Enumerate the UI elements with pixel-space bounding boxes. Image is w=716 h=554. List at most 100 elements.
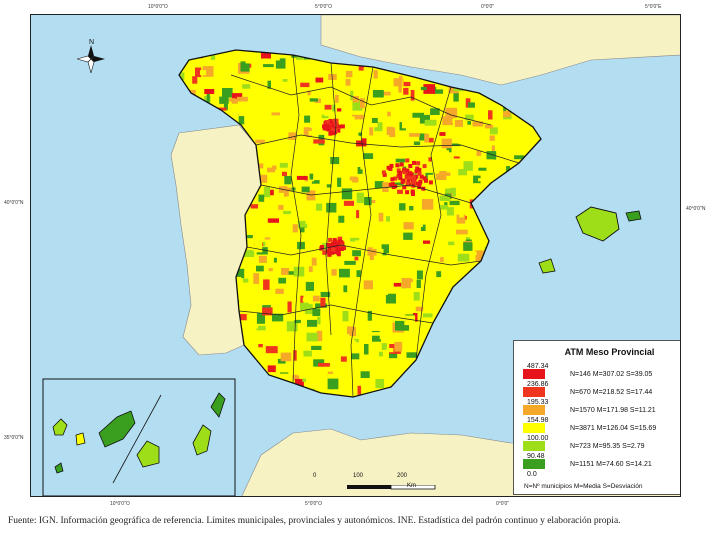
municipality-patch: [508, 310, 516, 321]
municipality-patch: [360, 159, 368, 170]
municipality-patch: [417, 171, 422, 176]
municipality-patch: [442, 346, 447, 351]
municipality-patch: [311, 180, 320, 184]
municipality-patch: [405, 158, 410, 163]
municipality-patch: [357, 246, 362, 252]
municipality-patch: [405, 190, 410, 195]
municipality-patch: [182, 125, 195, 129]
municipality-patch: [493, 315, 502, 326]
municipality-patch: [539, 235, 541, 245]
municipality-patch: [484, 124, 493, 129]
municipality-patch: [429, 337, 438, 347]
municipality-patch: [402, 185, 407, 190]
municipality-patch: [351, 114, 364, 120]
municipality-patch: [364, 344, 369, 355]
municipality-patch: [547, 300, 556, 306]
municipality-patch: [416, 270, 423, 280]
municipality-patch: [475, 383, 482, 394]
legend: ATM Meso Provincial 487.34 N=146 M=307.0…: [513, 340, 680, 495]
municipality-patch: [321, 114, 329, 119]
municipality-patch: [327, 251, 332, 256]
municipality-patch: [340, 124, 345, 129]
municipality-patch: [444, 340, 449, 344]
municipality-patch: [516, 238, 527, 244]
municipality-patch: [428, 379, 433, 389]
municipality-patch: [547, 282, 551, 290]
municipality-patch: [233, 276, 242, 285]
municipality-patch: [419, 174, 424, 179]
municipality-patch: [258, 205, 264, 213]
municipality-patch: [443, 343, 447, 348]
municipality-patch: [374, 395, 379, 397]
municipality-patch: [363, 67, 370, 71]
municipality-patch: [366, 121, 378, 128]
municipality-patch: [377, 244, 389, 254]
municipality-patch: [334, 245, 339, 250]
municipality-patch: [498, 383, 504, 393]
municipality-patch: [368, 225, 378, 233]
municipality-patch: [301, 253, 308, 264]
municipality-patch: [360, 371, 370, 378]
municipality-patch: [394, 197, 399, 207]
municipality-patch: [227, 361, 232, 369]
municipality-patch: [230, 360, 242, 369]
municipality-patch: [530, 335, 538, 340]
municipality-patch: [277, 294, 290, 305]
municipality-patch: [449, 351, 454, 356]
municipality-patch: [494, 365, 505, 375]
municipality-patch: [327, 373, 335, 381]
municipality-patch: [317, 371, 327, 382]
municipality-patch: [350, 237, 360, 242]
municipality-patch: [512, 267, 521, 279]
municipality-patch: [427, 174, 436, 185]
north-label: N: [89, 39, 95, 46]
municipality-patch: [475, 319, 486, 329]
municipality-patch: [506, 223, 511, 231]
municipality-patch: [307, 401, 317, 407]
municipality-patch: [382, 91, 391, 96]
municipality-patch: [454, 119, 463, 127]
municipality-patch: [399, 162, 404, 167]
municipality-patch: [424, 344, 431, 349]
municipality-patch: [411, 192, 415, 196]
municipality-patch: [443, 340, 448, 345]
legend-swatch: [523, 369, 545, 379]
municipality-patch: [538, 243, 541, 251]
municipality-patch: [440, 347, 445, 352]
municipality-patch: [369, 395, 376, 397]
municipality-patch: [458, 400, 466, 409]
municipality-patch: [473, 309, 477, 318]
municipality-patch: [453, 312, 459, 317]
municipality-patch: [200, 70, 207, 76]
municipality-patch: [507, 214, 513, 223]
municipality-patch: [479, 292, 485, 297]
municipality-patch: [172, 218, 178, 226]
municipality-patch: [251, 316, 256, 321]
municipality-patch: [444, 343, 449, 348]
municipality-patch: [418, 294, 425, 299]
municipality-patch: [423, 84, 436, 94]
municipality-patch: [288, 271, 296, 275]
municipality-patch: [475, 250, 486, 261]
municipality-patch: [464, 202, 470, 213]
municipality-patch: [345, 78, 351, 86]
municipality-patch: [418, 222, 423, 227]
municipality-patch: [402, 120, 407, 129]
municipality-patch: [423, 240, 431, 244]
municipality-patch: [346, 356, 350, 364]
municipality-patch: [179, 338, 185, 346]
municipality-patch: [506, 304, 510, 311]
municipality-patch: [339, 240, 344, 245]
municipality-patch: [421, 199, 434, 210]
municipality-patch: [389, 261, 401, 272]
municipality-patch: [386, 126, 394, 135]
municipality-patch: [266, 326, 272, 335]
municipality-patch: [502, 341, 509, 351]
municipality-patch: [475, 324, 481, 329]
municipality-patch: [490, 338, 500, 349]
municipality-patch: [363, 153, 374, 159]
municipality-patch: [472, 271, 483, 282]
municipality-patch: [367, 236, 378, 245]
municipality-patch: [530, 271, 534, 275]
municipality-patch: [436, 341, 441, 346]
